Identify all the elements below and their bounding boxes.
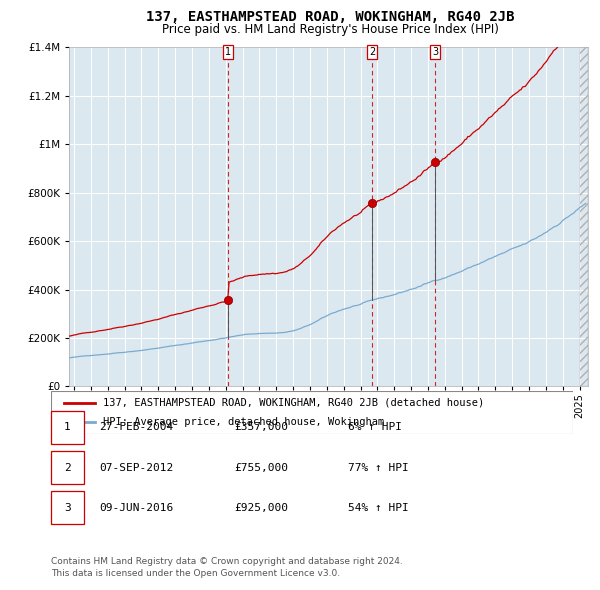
Text: HPI: Average price, detached house, Wokingham: HPI: Average price, detached house, Woki… <box>103 417 385 427</box>
Text: 3: 3 <box>432 47 439 57</box>
Text: 1: 1 <box>225 47 232 57</box>
Text: £357,000: £357,000 <box>234 422 288 432</box>
Text: This data is licensed under the Open Government Licence v3.0.: This data is licensed under the Open Gov… <box>51 569 340 578</box>
Text: 6% ↑ HPI: 6% ↑ HPI <box>348 422 402 432</box>
Text: £755,000: £755,000 <box>234 463 288 473</box>
Text: 3: 3 <box>64 503 71 513</box>
Text: 54% ↑ HPI: 54% ↑ HPI <box>348 503 409 513</box>
Text: 137, EASTHAMPSTEAD ROAD, WOKINGHAM, RG40 2JB (detached house): 137, EASTHAMPSTEAD ROAD, WOKINGHAM, RG40… <box>103 398 484 408</box>
Text: 2: 2 <box>64 463 71 473</box>
Text: 27-FEB-2004: 27-FEB-2004 <box>99 422 173 432</box>
Text: Price paid vs. HM Land Registry's House Price Index (HPI): Price paid vs. HM Land Registry's House … <box>161 23 499 36</box>
Text: Contains HM Land Registry data © Crown copyright and database right 2024.: Contains HM Land Registry data © Crown c… <box>51 558 403 566</box>
Text: £925,000: £925,000 <box>234 503 288 513</box>
Text: 2: 2 <box>369 47 375 57</box>
Text: 1: 1 <box>64 422 71 432</box>
FancyBboxPatch shape <box>51 391 573 434</box>
Text: 77% ↑ HPI: 77% ↑ HPI <box>348 463 409 473</box>
Text: 09-JUN-2016: 09-JUN-2016 <box>99 503 173 513</box>
Text: 07-SEP-2012: 07-SEP-2012 <box>99 463 173 473</box>
Text: 137, EASTHAMPSTEAD ROAD, WOKINGHAM, RG40 2JB: 137, EASTHAMPSTEAD ROAD, WOKINGHAM, RG40… <box>146 9 514 24</box>
